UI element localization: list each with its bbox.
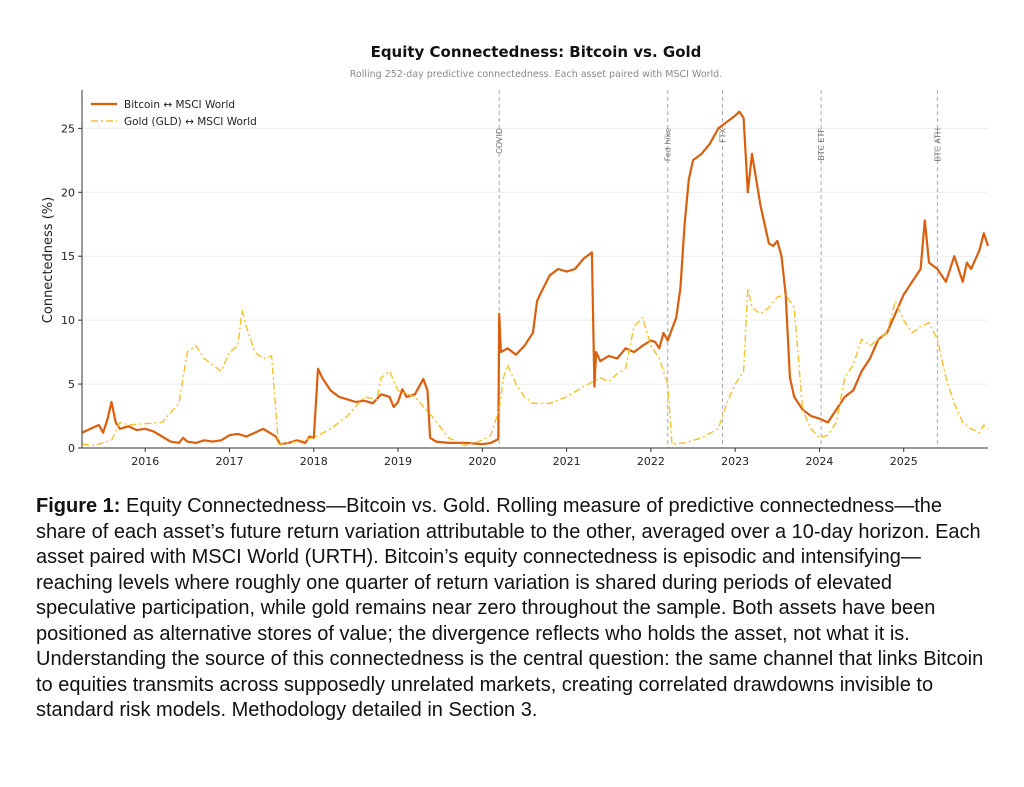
x-tick-label: 2021 (553, 455, 581, 468)
y-tick-label: 10 (61, 314, 75, 327)
x-tick-label: 2022 (637, 455, 665, 468)
y-tick-label: 5 (68, 378, 75, 391)
annotation-label: BTC ATH (933, 128, 942, 162)
event-annotations: COVID Fed hike FTX BTC ETF BTC ATH (495, 90, 942, 448)
x-tick-label: 2017 (215, 455, 243, 468)
chart-title: Equity Connectedness: Bitcoin vs. Gold (371, 43, 702, 61)
x-tick-label: 2024 (805, 455, 833, 468)
x-tick-label: 2016 (131, 455, 159, 468)
legend-label: Bitcoin ↔ MSCI World (124, 99, 235, 111)
caption-label: Figure 1: (36, 495, 121, 517)
legend-label: Gold (GLD) ↔ MSCI World (124, 116, 257, 128)
annotation-label: BTC ETF (817, 128, 826, 161)
y-tick-label: 15 (61, 250, 75, 263)
bitcoin-series-line (81, 110, 990, 446)
x-tick-label: 2025 (890, 455, 918, 468)
annotation-label: FTX (719, 127, 728, 142)
gold-series-line (81, 287, 989, 447)
series-lines (81, 110, 990, 447)
annotation-label: COVID (495, 128, 504, 154)
y-axis-label: Connectedness (%) (41, 197, 56, 323)
chart-figure: Equity Connectedness: Bitcoin vs. Gold R… (41, 43, 990, 468)
x-tick-label: 2023 (721, 455, 749, 468)
annotation-label: Fed hike (664, 128, 673, 161)
x-tick-label: 2019 (384, 455, 412, 468)
chart-subtitle: Rolling 252-day predictive connectedness… (350, 69, 722, 80)
x-tick-label: 2020 (468, 455, 496, 468)
y-tick-label: 25 (61, 122, 75, 135)
grid-lines (82, 127, 988, 385)
figure-caption: Figure 1: Equity Connectedness—Bitcoin v… (36, 494, 996, 724)
line-chart: Equity Connectedness: Bitcoin vs. Gold R… (41, 43, 990, 468)
caption-text: Equity Connectedness—Bitcoin vs. Gold. R… (36, 495, 984, 721)
legend: Bitcoin ↔ MSCI World Gold (GLD) ↔ MSCI Wo… (91, 99, 257, 128)
y-tick-label: 20 (61, 186, 75, 199)
y-tick-label: 0 (68, 442, 75, 455)
x-tick-label: 2018 (300, 455, 328, 468)
